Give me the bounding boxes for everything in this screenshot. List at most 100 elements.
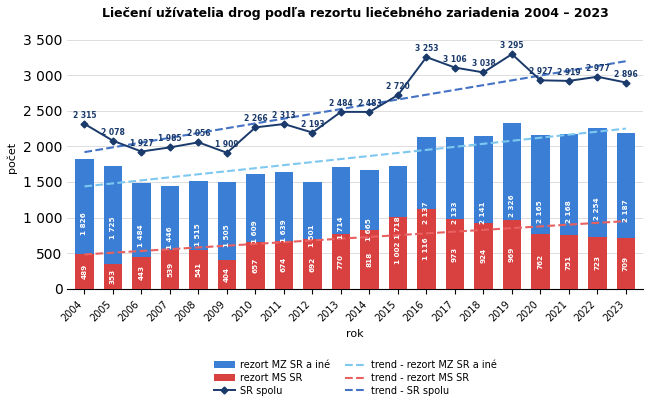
- Text: 443: 443: [138, 265, 144, 280]
- Bar: [332, 234, 350, 289]
- Text: 2 141: 2 141: [480, 201, 486, 224]
- Bar: [417, 137, 436, 289]
- Text: 2 137: 2 137: [423, 201, 430, 224]
- Bar: [617, 238, 635, 289]
- Bar: [474, 136, 493, 289]
- Bar: [104, 263, 122, 289]
- Bar: [502, 220, 521, 289]
- Y-axis label: počet: počet: [7, 142, 18, 172]
- Text: 770: 770: [338, 254, 344, 269]
- Bar: [246, 242, 265, 289]
- Text: 709: 709: [623, 256, 629, 271]
- Text: 3 253: 3 253: [415, 44, 438, 53]
- Bar: [417, 209, 436, 289]
- Text: 2 484: 2 484: [329, 99, 353, 108]
- Bar: [474, 223, 493, 289]
- Bar: [502, 123, 521, 289]
- Text: 2 977: 2 977: [586, 64, 610, 73]
- Bar: [446, 219, 464, 289]
- Text: 489: 489: [81, 264, 88, 279]
- Text: 818: 818: [367, 252, 372, 267]
- Bar: [161, 250, 179, 289]
- Bar: [360, 231, 379, 289]
- Text: 2 078: 2 078: [101, 128, 125, 137]
- Text: 1 725: 1 725: [110, 216, 116, 239]
- Text: 1 609: 1 609: [252, 220, 259, 243]
- Bar: [275, 172, 293, 289]
- Text: 2 133: 2 133: [452, 202, 458, 224]
- Text: 1 714: 1 714: [338, 217, 344, 239]
- Bar: [389, 217, 407, 289]
- Text: 539: 539: [167, 262, 173, 277]
- Text: 969: 969: [509, 247, 515, 262]
- Bar: [303, 182, 322, 289]
- Text: 3 106: 3 106: [443, 55, 467, 64]
- Bar: [531, 235, 550, 289]
- Bar: [75, 159, 94, 289]
- Text: 541: 541: [196, 262, 202, 277]
- Text: 1 718: 1 718: [395, 216, 401, 239]
- Text: 3 295: 3 295: [500, 41, 524, 50]
- Text: 2 056: 2 056: [187, 130, 210, 138]
- Text: 1 985: 1 985: [158, 134, 182, 144]
- Bar: [189, 250, 208, 289]
- Text: 657: 657: [252, 258, 259, 273]
- Text: 1 927: 1 927: [129, 139, 153, 148]
- Bar: [560, 134, 578, 289]
- Text: 1 665: 1 665: [367, 218, 372, 241]
- Text: 353: 353: [110, 269, 116, 284]
- Text: 2 168: 2 168: [566, 200, 572, 223]
- Text: 2 315: 2 315: [73, 111, 96, 120]
- Text: 3 038: 3 038: [472, 59, 495, 69]
- Bar: [560, 235, 578, 289]
- Text: 1 116: 1 116: [423, 238, 430, 260]
- Text: 723: 723: [595, 255, 601, 271]
- Bar: [218, 260, 236, 289]
- Text: 404: 404: [224, 267, 230, 282]
- Text: 973: 973: [452, 247, 458, 261]
- Bar: [132, 257, 151, 289]
- Bar: [588, 128, 606, 289]
- Text: 2 165: 2 165: [538, 200, 543, 223]
- Text: 2 313: 2 313: [272, 111, 296, 120]
- Bar: [275, 241, 293, 289]
- Bar: [446, 137, 464, 289]
- Text: 1 505: 1 505: [224, 224, 230, 247]
- Legend: rezort MZ SR a iné, rezort MS SR, SR spolu, trend - rezort MZ SR a iné, trend - : rezort MZ SR a iné, rezort MS SR, SR spo…: [210, 356, 500, 400]
- Bar: [104, 166, 122, 289]
- Bar: [189, 181, 208, 289]
- Text: 2 266: 2 266: [244, 114, 267, 124]
- Text: 1 484: 1 484: [138, 225, 144, 247]
- Text: 692: 692: [309, 257, 315, 272]
- Text: 2 720: 2 720: [386, 82, 410, 91]
- Text: 2 254: 2 254: [595, 197, 601, 220]
- Text: 2 193: 2 193: [301, 119, 324, 129]
- Text: 1 639: 1 639: [281, 219, 287, 242]
- Bar: [588, 237, 606, 289]
- Text: 1 826: 1 826: [81, 213, 88, 235]
- Bar: [531, 135, 550, 289]
- Bar: [617, 133, 635, 289]
- Bar: [389, 166, 407, 289]
- Text: 674: 674: [281, 257, 287, 272]
- Text: 2 919: 2 919: [557, 68, 580, 77]
- Title: Liečení užívatelia drog podľa rezortu liečebného zariadenia 2004 – 2023: Liečení užívatelia drog podľa rezortu li…: [102, 7, 608, 20]
- Text: 1 515: 1 515: [196, 223, 202, 246]
- Bar: [246, 174, 265, 289]
- Bar: [332, 167, 350, 289]
- Text: 1 002: 1 002: [395, 242, 401, 264]
- Text: 751: 751: [566, 254, 572, 269]
- Text: 1 501: 1 501: [309, 224, 315, 247]
- Bar: [360, 170, 379, 289]
- Text: 1 446: 1 446: [167, 226, 173, 249]
- Text: 2 896: 2 896: [614, 70, 638, 79]
- Text: 924: 924: [480, 248, 486, 263]
- Text: 2 326: 2 326: [509, 194, 515, 217]
- Text: 2 187: 2 187: [623, 200, 629, 222]
- Text: 762: 762: [538, 254, 543, 269]
- X-axis label: rok: rok: [346, 329, 364, 339]
- Text: 2 483: 2 483: [358, 99, 382, 108]
- Text: 2 927: 2 927: [528, 67, 552, 77]
- Bar: [132, 183, 151, 289]
- Bar: [218, 182, 236, 289]
